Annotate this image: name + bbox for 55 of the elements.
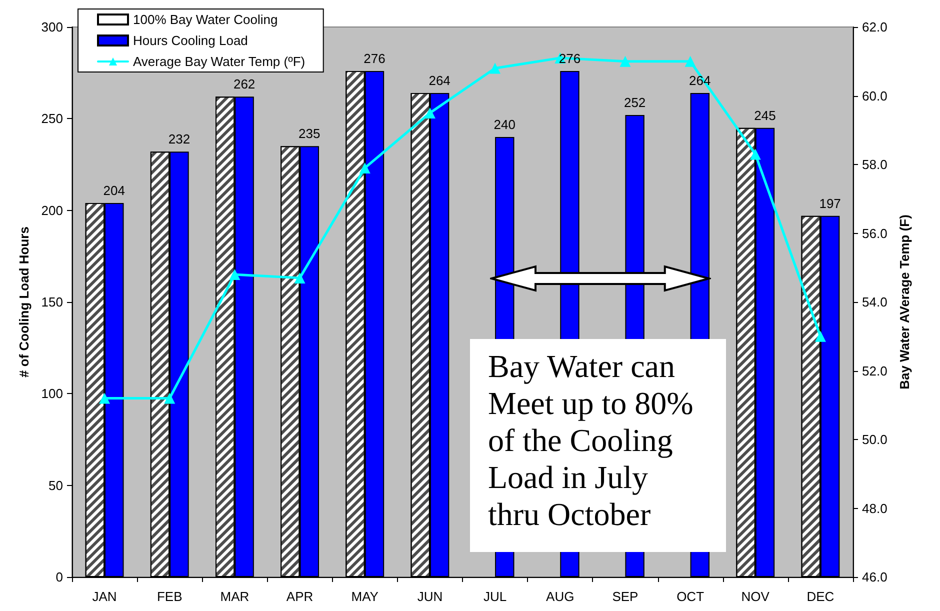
x-tick-label: NOV (741, 589, 770, 604)
y2-axis-title: Bay Water AVerage Temp (F) (897, 214, 912, 390)
point (490, 62, 501, 74)
y-tick-label: 300 (41, 20, 63, 34)
point (99, 392, 110, 404)
x-tick-label: APR (286, 589, 314, 604)
data-label: 204 (103, 183, 125, 198)
x-tick-label: DEC (806, 589, 834, 604)
y2-tick-label: 62.0 (862, 20, 888, 34)
y-tick-label: 200 (41, 202, 63, 218)
x-tick-label: FEB (156, 589, 182, 604)
y-tick-label: 150 (41, 294, 63, 310)
point (164, 392, 176, 404)
y2-tick-label: 52.0 (862, 363, 888, 378)
data-label: 252 (624, 95, 646, 110)
y-tick-label: 250 (41, 111, 63, 126)
point (294, 272, 306, 284)
x-tick-label: AUG (546, 589, 574, 604)
y-tick-label: 0 (56, 570, 63, 584)
y2-tick-label: 60.0 (862, 88, 888, 104)
y2-tick-label: 46.0 (862, 570, 888, 584)
data-label: 262 (233, 76, 256, 92)
data-label: 264 (428, 73, 450, 88)
x-tick-label: MAY (351, 589, 379, 604)
y2-tick-label: 48.0 (862, 500, 888, 516)
x-tick-label: MAR (220, 589, 250, 604)
data-label: 240 (494, 117, 516, 132)
legend-label: Hours Cooling Load (133, 33, 248, 48)
data-label: 232 (168, 132, 190, 147)
point (424, 107, 436, 118)
data-label: 197 (819, 196, 841, 211)
data-label: 276 (364, 51, 386, 66)
y-axis-title: # of Cooling Load Hours (16, 226, 32, 378)
annotation: Bay Water can Meet up to 80% of the Cooling Load in July thru October (470, 339, 726, 552)
point (750, 148, 761, 160)
y2-tick-label: 56.0 (862, 226, 888, 241)
point (620, 56, 631, 67)
data-label: 245 (754, 108, 776, 123)
x-tick-label: JAN (92, 589, 117, 604)
legend-label: Average Bay Water Temp (ºF) (133, 54, 306, 69)
point (359, 162, 370, 174)
point (814, 330, 826, 342)
y2-tick-label: 50.0 (862, 432, 888, 447)
x-tick-label: JUL (483, 589, 507, 604)
y-tick-label: 50 (48, 478, 63, 493)
x-tick-label: OCT (676, 589, 704, 604)
data-label: 235 (298, 126, 320, 142)
legend-label: 100% Bay Water Cooling (133, 12, 278, 27)
point (229, 269, 240, 280)
x-tick-label: SEP (612, 589, 638, 604)
y-tick-label: 100 (41, 386, 63, 402)
x-tick-label: JUN (417, 589, 443, 604)
y2-tick-label: 54.0 (862, 294, 888, 310)
y2-tick-label: 58.0 (862, 157, 888, 172)
point (684, 56, 696, 67)
